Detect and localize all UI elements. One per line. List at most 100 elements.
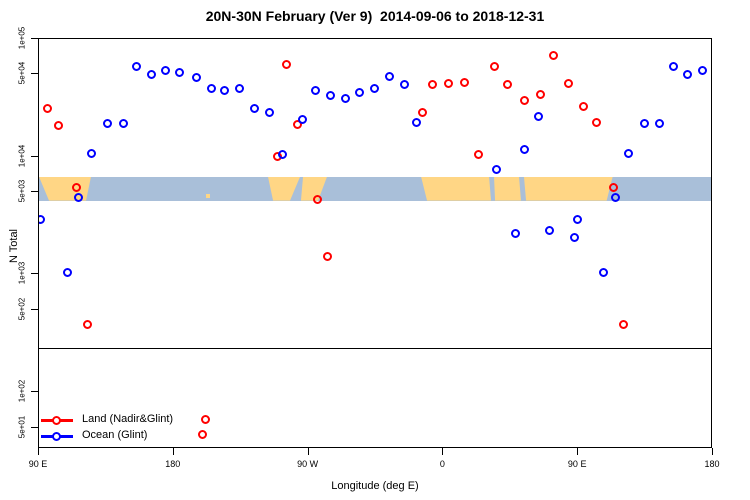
- legend-entry: Ocean (Glint): [41, 428, 211, 444]
- data-point: [640, 119, 650, 128]
- x-tick-label: 0: [439, 459, 445, 469]
- data-point: [326, 90, 336, 100]
- x-tick-label: 90 E: [28, 459, 48, 469]
- x-tick: [712, 448, 713, 455]
- data-point: [536, 90, 546, 100]
- data-point: [103, 119, 113, 128]
- y-tick-label: 1e+02: [17, 379, 27, 403]
- data-point: [119, 119, 129, 128]
- data-point: [83, 319, 93, 329]
- map-band-land: [421, 176, 613, 201]
- data-point: [278, 149, 288, 159]
- data-point: [619, 319, 629, 329]
- data-point: [282, 60, 292, 70]
- data-point: [250, 103, 260, 113]
- data-point: [87, 148, 97, 158]
- data-point: [147, 69, 157, 79]
- data-point: [490, 62, 500, 72]
- data-point: [161, 65, 171, 75]
- data-point: [592, 117, 602, 127]
- data-point: [43, 103, 53, 113]
- data-point: [503, 79, 513, 89]
- data-point: [444, 79, 454, 89]
- legend-ring-marker: [52, 415, 61, 425]
- data-point: [698, 65, 708, 75]
- data-point: [220, 85, 230, 95]
- y-tick-label: 5e+02: [17, 297, 27, 321]
- y-tick: [31, 273, 38, 275]
- data-point: [400, 79, 410, 89]
- map-band-island: [205, 193, 210, 198]
- y-tick: [31, 191, 38, 193]
- data-point: [511, 228, 521, 238]
- data-point: [549, 51, 559, 61]
- data-point: [683, 69, 693, 79]
- x-tick: [172, 448, 174, 455]
- data-point: [207, 83, 217, 93]
- data-point: [545, 225, 555, 235]
- data-point: [428, 79, 438, 89]
- data-point: [323, 252, 333, 262]
- data-point: [313, 194, 323, 204]
- data-point: [534, 111, 544, 121]
- chart-title: 20N-30N February (Ver 9) 2014-09-06 to 2…: [205, 8, 545, 24]
- y-tick: [31, 73, 38, 75]
- y-tick: [31, 38, 38, 39]
- y-tick-label: 5e+04: [17, 62, 27, 85]
- data-point: [474, 149, 484, 159]
- data-point: [74, 192, 84, 202]
- data-point: [655, 119, 665, 128]
- data-point: [355, 87, 365, 97]
- x-tick-label: 90 W: [297, 459, 319, 469]
- y-tick: [31, 308, 38, 310]
- data-point: [72, 182, 82, 192]
- data-point: [520, 144, 530, 154]
- y-tick: [31, 426, 38, 428]
- x-tick: [38, 448, 39, 455]
- x-axis-title: Longitude (deg E): [331, 480, 419, 492]
- data-point: [573, 214, 583, 224]
- data-point: [520, 95, 530, 105]
- data-point: [39, 214, 46, 224]
- y-tick-label: 1e+05: [17, 26, 27, 50]
- data-point: [570, 232, 580, 242]
- y-tick-label: 1e+03: [17, 262, 27, 285]
- data-point: [311, 85, 321, 95]
- data-point: [341, 93, 351, 103]
- data-point: [609, 182, 619, 192]
- x-tick: [442, 448, 444, 455]
- x-tick: [307, 448, 309, 455]
- data-point: [370, 83, 380, 93]
- x-tick-label: 180: [165, 459, 181, 469]
- data-point: [175, 68, 185, 78]
- data-point: [412, 117, 422, 127]
- y-tick: [31, 155, 38, 157]
- legend-label: Land (Nadir&Glint): [82, 413, 174, 425]
- legend-ring-marker: [52, 431, 61, 441]
- data-point: [564, 79, 574, 89]
- y-tick: [31, 391, 38, 393]
- data-point: [201, 415, 211, 425]
- data-point: [599, 267, 609, 277]
- legend-label: Ocean (Glint): [82, 429, 148, 441]
- data-point: [265, 107, 275, 117]
- data-point: [385, 72, 395, 82]
- data-point: [492, 164, 502, 174]
- x-tick-label: 90 E: [567, 459, 587, 469]
- y-tick-label: 5e+03: [17, 179, 27, 203]
- plot-area: Land (Nadir&Glint) Ocean (Glint): [38, 38, 712, 448]
- y-tick-label: 1e+04: [17, 144, 27, 167]
- data-point: [198, 430, 208, 440]
- divider-line: [39, 348, 711, 350]
- data-point: [460, 77, 470, 87]
- data-point: [418, 107, 428, 117]
- data-point: [192, 73, 202, 83]
- data-point: [63, 267, 73, 277]
- y-tick-label: 5e+01: [17, 415, 27, 438]
- data-point: [624, 148, 634, 158]
- x-tick: [577, 448, 579, 455]
- data-point: [54, 120, 64, 130]
- data-point: [298, 114, 308, 124]
- map-band-land: [268, 176, 301, 201]
